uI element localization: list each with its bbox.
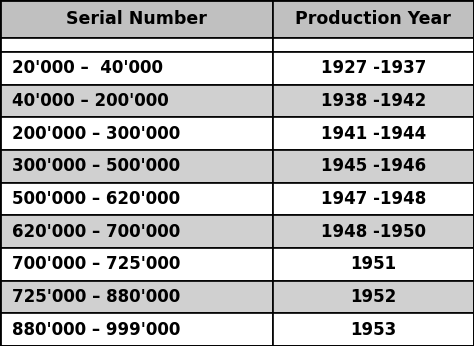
Text: 1941 -1944: 1941 -1944 — [320, 125, 426, 143]
Text: 300'000 – 500'000: 300'000 – 500'000 — [12, 157, 180, 175]
Text: Serial Number: Serial Number — [66, 10, 207, 28]
Text: 1938 -1942: 1938 -1942 — [320, 92, 426, 110]
Bar — [273, 183, 474, 215]
Bar — [0, 52, 273, 85]
Bar — [273, 313, 474, 346]
Text: 200'000 – 300'000: 200'000 – 300'000 — [12, 125, 180, 143]
Text: Production Year: Production Year — [295, 10, 451, 28]
Bar — [273, 281, 474, 313]
Bar — [273, 150, 474, 183]
Text: 500'000 – 620'000: 500'000 – 620'000 — [12, 190, 180, 208]
Bar — [273, 117, 474, 150]
Text: 1945 -1946: 1945 -1946 — [321, 157, 426, 175]
Bar — [0, 85, 273, 117]
Bar — [0, 0, 273, 38]
Text: 40'000 – 200'000: 40'000 – 200'000 — [12, 92, 169, 110]
Bar — [0, 248, 273, 281]
Text: 880'000 – 999'000: 880'000 – 999'000 — [12, 321, 180, 339]
Bar — [273, 0, 474, 38]
Bar — [0, 215, 273, 248]
Text: 1947 -1948: 1947 -1948 — [320, 190, 426, 208]
Text: 1951: 1951 — [350, 255, 396, 273]
Bar — [273, 215, 474, 248]
Bar — [0, 150, 273, 183]
Bar — [0, 183, 273, 215]
Bar — [273, 248, 474, 281]
Bar — [0, 38, 273, 52]
Text: 725'000 – 880'000: 725'000 – 880'000 — [12, 288, 180, 306]
Text: 1948 -1950: 1948 -1950 — [321, 223, 426, 241]
Text: 1952: 1952 — [350, 288, 396, 306]
Bar — [0, 117, 273, 150]
Text: 20'000 –  40'000: 20'000 – 40'000 — [12, 59, 163, 78]
Text: 1927 -1937: 1927 -1937 — [320, 59, 426, 78]
Text: 1953: 1953 — [350, 321, 396, 339]
Text: 700'000 – 725'000: 700'000 – 725'000 — [12, 255, 180, 273]
Bar — [0, 313, 273, 346]
Text: 620'000 – 700'000: 620'000 – 700'000 — [12, 223, 180, 241]
Bar — [0, 281, 273, 313]
Bar — [273, 85, 474, 117]
Bar — [273, 52, 474, 85]
Bar — [273, 38, 474, 52]
